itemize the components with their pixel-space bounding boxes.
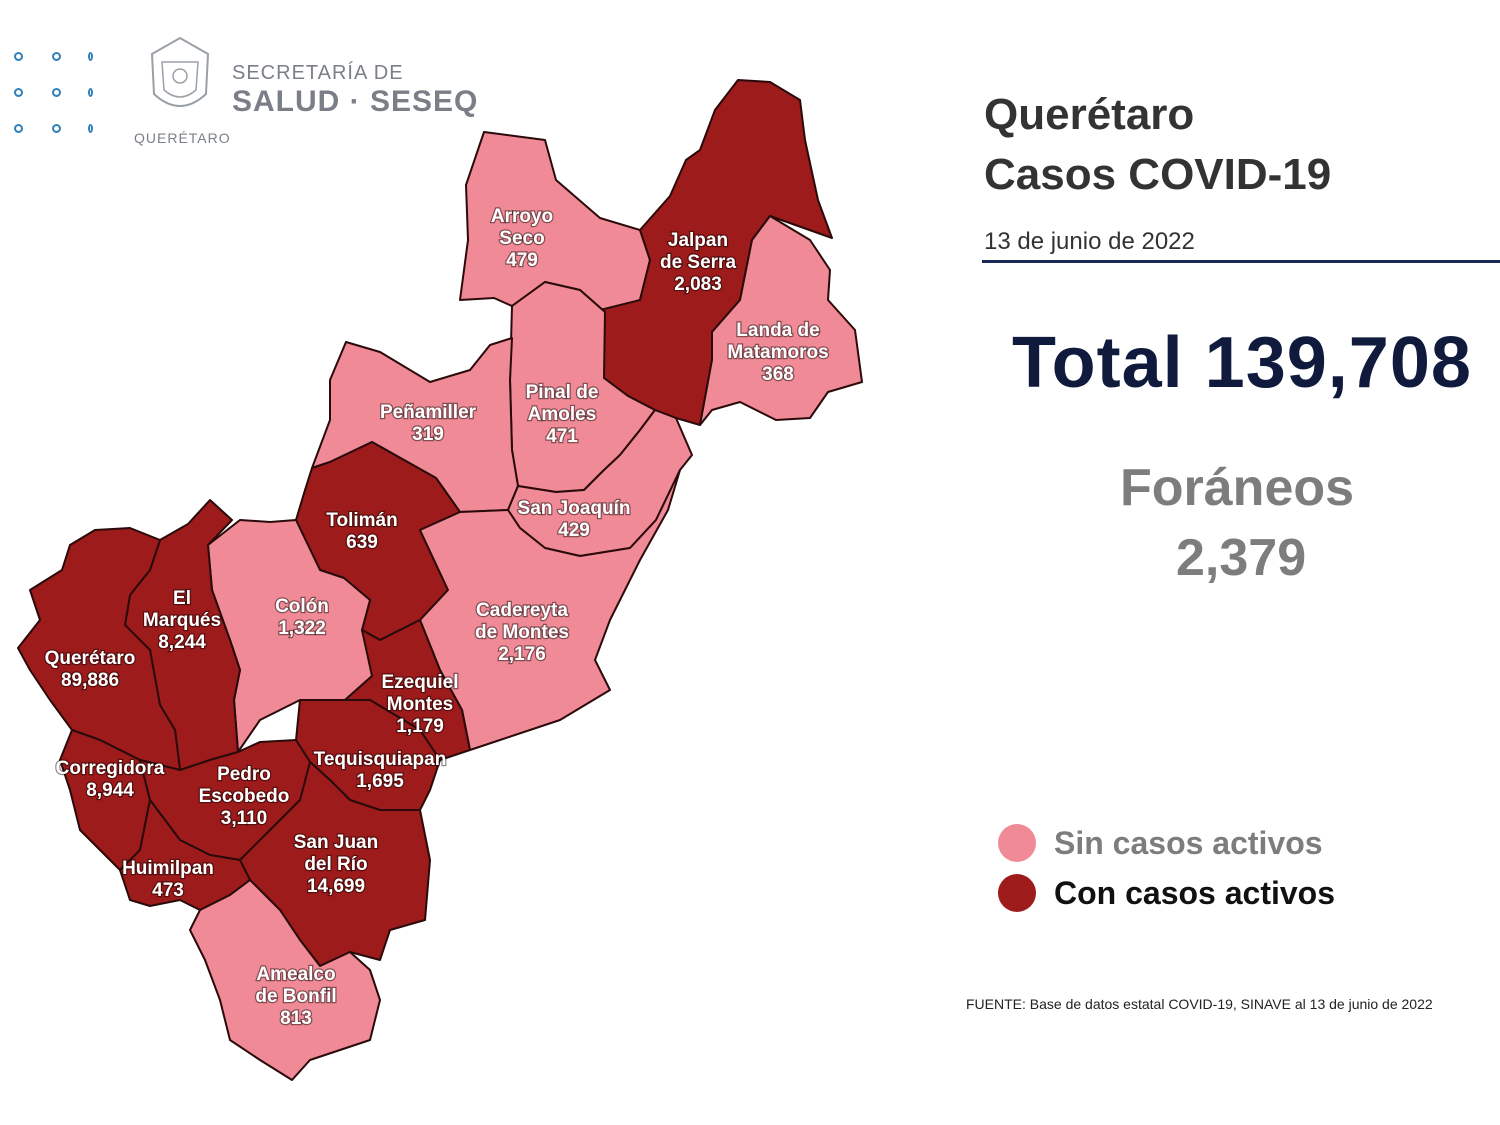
label-tequisquiapan-line: Tequisquiapan <box>314 749 447 770</box>
label-pinal-line: Pinal de <box>526 382 599 403</box>
label-el-marques-line: Marqués <box>143 610 221 631</box>
label-arroyo-seco-line: 479 <box>506 250 538 271</box>
legend-active: Con casos activos <box>998 874 1335 912</box>
label-landa-line: Matamoros <box>727 342 828 363</box>
label-arroyo-seco-line: Seco <box>499 228 544 249</box>
label-queretaro: Querétaro 89,886 <box>45 648 136 691</box>
label-landa: Landa de Matamoros 368 <box>727 320 828 385</box>
queretaro-municipality-map: Arroyo Seco 479 Jalpan de Serra 2,083 Landa de… <box>17 79 863 1081</box>
label-san-joaquin-line: 429 <box>558 520 590 541</box>
label-ezequiel-line: Montes <box>387 694 454 715</box>
label-toliman: Tolimán 639 <box>326 510 397 553</box>
label-colon: Colón 1,322 <box>275 596 329 639</box>
label-ezequiel-line: Ezequiel <box>381 672 458 693</box>
label-colon-line: Colón <box>275 596 329 617</box>
label-el-marques-line: 8,244 <box>158 632 206 653</box>
label-san-juan-line: San Juan <box>294 832 378 853</box>
label-amealco: Amealco de Bonfil 813 <box>255 964 336 1029</box>
report-date: 13 de junio de 2022 <box>984 228 1195 255</box>
legend-active-swatch <box>998 874 1036 912</box>
title-divider <box>982 260 1500 263</box>
label-tequisquiapan: Tequisquiapan 1,695 <box>314 749 447 792</box>
label-san-juan-line: del Río <box>304 854 367 875</box>
region-landa <box>699 215 863 426</box>
label-arroyo-seco: Arroyo Seco 479 <box>491 206 553 271</box>
label-cadereyta-line: de Montes <box>475 622 569 643</box>
logo-dots-icon <box>14 46 104 136</box>
label-ezequiel: Ezequiel Montes 1,179 <box>381 672 458 737</box>
total-cases: Total 139,708 <box>1012 323 1472 403</box>
label-el-marques: El Marqués 8,244 <box>143 588 221 653</box>
label-jalpan-line: Jalpan <box>668 230 728 251</box>
legend-active-label: Con casos activos <box>1054 874 1335 911</box>
label-san-juan: San Juan del Río 14,699 <box>294 832 378 897</box>
region-san-juan <box>239 761 431 967</box>
label-penamiller-line: Peñamiller <box>380 402 477 423</box>
label-cadereyta-line: Cadereyta <box>476 600 568 621</box>
foraneos-label: Foráneos <box>1120 459 1355 517</box>
label-san-joaquin-line: San Joaquín <box>518 498 631 519</box>
label-corregidora: Corregidora 8,944 <box>56 758 165 801</box>
label-corregidora-line: Corregidora <box>56 758 165 779</box>
label-amealco-line: de Bonfil <box>255 986 336 1007</box>
region-amealco <box>189 879 381 1081</box>
label-san-joaquin: San Joaquín 429 <box>518 498 631 541</box>
foraneos-value: 2,379 <box>1176 529 1307 587</box>
label-landa-line: Landa de <box>736 320 819 341</box>
org-line2: SALUD · SESEQ <box>232 85 479 118</box>
label-toliman-line: 639 <box>346 532 378 553</box>
label-queretaro-line: Querétaro <box>45 648 136 669</box>
label-amealco-line: 813 <box>280 1008 312 1029</box>
label-colon-line: 1,322 <box>278 618 326 639</box>
title-line1: Querétaro <box>984 90 1195 139</box>
label-huimilpan-line: Huimilpan <box>122 858 214 879</box>
label-jalpan: Jalpan de Serra 2,083 <box>660 230 736 295</box>
label-pedro-escobedo-line: 3,110 <box>221 808 268 829</box>
label-arroyo-seco-line: Arroyo <box>491 206 553 227</box>
legend-inactive-swatch <box>998 824 1036 862</box>
data-source: FUENTE: Base de datos estatal COVID-19, … <box>966 996 1433 1012</box>
legend-inactive-label: Sin casos activos <box>1054 824 1323 861</box>
label-el-marques-line: El <box>173 588 191 609</box>
label-pedro-escobedo-line: Pedro <box>217 764 271 785</box>
label-san-juan-line: 14,699 <box>307 876 365 897</box>
label-corregidora-line: 8,944 <box>86 780 134 801</box>
label-pinal-line: Amoles <box>528 404 597 425</box>
label-pedro-escobedo-line: Escobedo <box>199 786 290 807</box>
label-toliman-line: Tolimán <box>326 510 397 531</box>
label-jalpan-line: de Serra <box>660 252 736 273</box>
label-pinal-line: 471 <box>546 426 578 447</box>
label-pedro-escobedo: Pedro Escobedo 3,110 <box>199 764 290 829</box>
label-huimilpan: Huimilpan 473 <box>122 858 214 901</box>
label-ezequiel-line: 1,179 <box>396 716 444 737</box>
label-amealco-line: Amealco <box>256 964 335 985</box>
legend-inactive: Sin casos activos <box>998 824 1323 862</box>
label-penamiller-line: 319 <box>412 424 444 445</box>
label-landa-line: 368 <box>762 364 794 385</box>
label-jalpan-line: 2,083 <box>674 274 722 295</box>
label-cadereyta: Cadereyta de Montes 2,176 <box>475 600 569 665</box>
title-line2: Casos COVID-19 <box>984 150 1332 199</box>
label-pinal: Pinal de Amoles 471 <box>526 382 599 447</box>
label-tequisquiapan-line: 1,695 <box>356 771 404 792</box>
state-seal-icon <box>150 36 210 107</box>
label-huimilpan-line: 473 <box>152 880 184 901</box>
org-line1: SECRETARÍA DE <box>232 62 404 84</box>
label-penamiller: Peñamiller 319 <box>380 402 477 445</box>
label-cadereyta-line: 2,176 <box>498 644 546 665</box>
org-logo-text: SECRETARÍA DE SALUD · SESEQ <box>232 62 478 119</box>
label-queretaro-line: 89,886 <box>61 670 119 691</box>
org-sub: QUERÉTARO <box>134 130 231 146</box>
